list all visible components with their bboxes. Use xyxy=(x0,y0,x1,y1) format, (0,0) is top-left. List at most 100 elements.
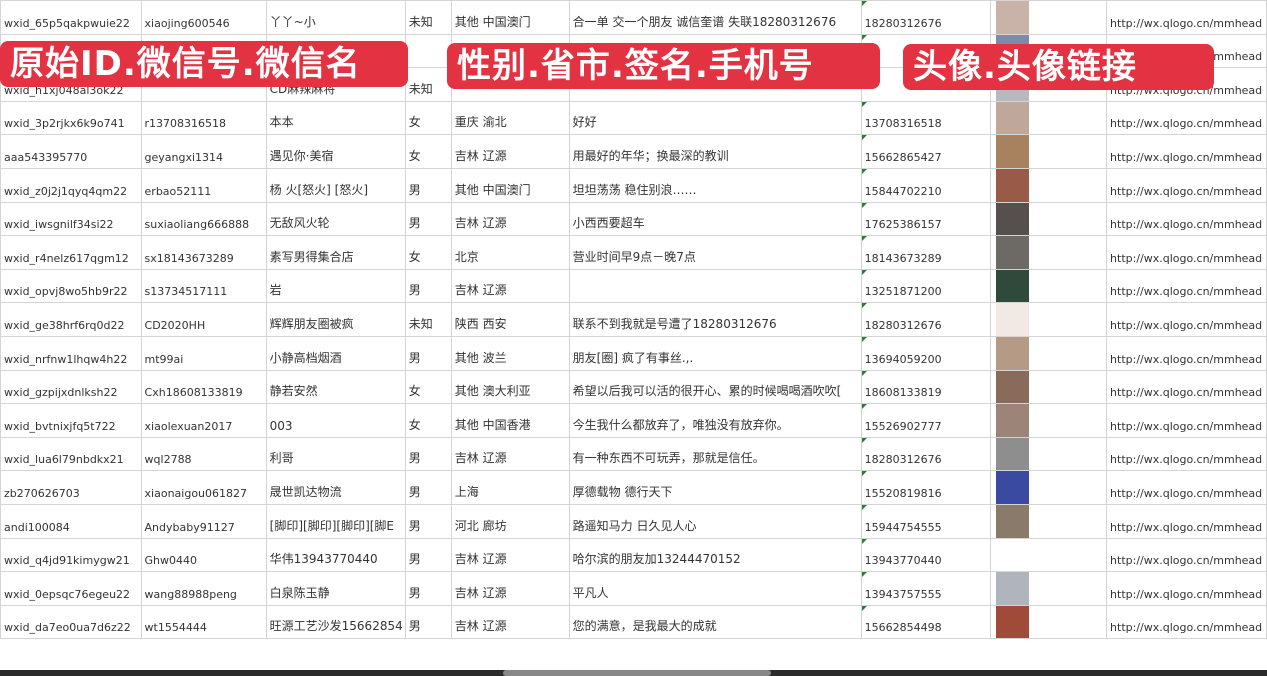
original-id-cell[interactable]: wxid_bvtnixjfq5t722 xyxy=(0,403,142,438)
signature-cell[interactable]: 合一单 交一个朋友 诚信奎谱 失联18280312676 xyxy=(568,0,862,35)
wechat-id-cell[interactable]: Ghw0440 xyxy=(140,537,267,573)
signature-cell[interactable]: 好好 xyxy=(568,100,862,136)
signature-cell[interactable]: 朋友[圈] 疯了有事丝.,. xyxy=(568,335,862,371)
original-id-cell[interactable]: wxid_65p5qakpwuie22 xyxy=(0,0,142,35)
original-id-cell[interactable]: wxid_lua6l79nbdkx21 xyxy=(0,436,142,472)
avatar-cell[interactable] xyxy=(989,470,1108,505)
wechat-id-cell[interactable]: wang88988peng xyxy=(140,571,267,606)
wechat-name-cell[interactable]: 丫丫~小 xyxy=(265,0,406,35)
wechat-id-cell[interactable]: Cxh18608133819 xyxy=(140,369,267,405)
avatar-url-cell[interactable]: http://wx.qlogo.cn/mmhead xyxy=(1106,369,1267,405)
signature-cell[interactable]: 坦坦荡荡 稳住别浪…… xyxy=(568,167,862,203)
phone-cell[interactable]: 18280312676 xyxy=(860,436,991,472)
gender-cell[interactable]: 男 xyxy=(404,470,452,505)
original-id-cell[interactable]: wxid_opvj8wo5hb9r22 xyxy=(0,268,142,304)
wechat-id-cell[interactable]: wql2788 xyxy=(140,436,267,472)
wechat-name-cell[interactable]: 素写男得集合店 xyxy=(265,235,406,270)
phone-cell[interactable]: 18280312676 xyxy=(860,0,991,35)
original-id-cell[interactable]: wxid_r4nelz617qgm12 xyxy=(0,235,142,270)
wechat-id-cell[interactable]: xiaolexuan2017 xyxy=(140,403,267,438)
avatar-url-cell[interactable]: http://wx.qlogo.cn/mmhead xyxy=(1106,503,1267,539)
signature-cell[interactable]: 小西西要超车 xyxy=(568,201,862,237)
region-cell[interactable]: 陕西 西安 xyxy=(450,302,570,337)
phone-cell[interactable]: 15944754555 xyxy=(860,503,991,539)
wechat-name-cell[interactable]: 静若安然 xyxy=(265,369,406,405)
avatar-url-cell[interactable]: http://wx.qlogo.cn/mmhead xyxy=(1106,571,1267,606)
region-cell[interactable]: 吉林 辽源 xyxy=(450,604,570,640)
signature-cell[interactable]: 今生我什么都放弃了，唯独没有放弃你。 xyxy=(568,403,862,438)
wechat-name-cell[interactable]: 小静高档烟酒 xyxy=(265,335,406,371)
signature-cell[interactable]: 有一种东西不可玩弄，那就是信任。 xyxy=(568,436,862,472)
original-id-cell[interactable]: wxid_3p2rjkx6k9o741 xyxy=(0,100,142,136)
gender-cell[interactable]: 男 xyxy=(404,335,452,371)
region-cell[interactable]: 吉林 辽源 xyxy=(450,201,570,237)
gender-cell[interactable]: 女 xyxy=(404,134,452,169)
avatar-cell[interactable] xyxy=(989,403,1108,438)
original-id-cell[interactable]: wxid_0epsqc76egeu22 xyxy=(0,571,142,606)
phone-cell[interactable]: 17625386157 xyxy=(860,201,991,237)
avatar-cell[interactable] xyxy=(989,335,1108,371)
phone-cell[interactable]: 18608133819 xyxy=(860,369,991,405)
wechat-id-cell[interactable]: mt99ai xyxy=(140,335,267,371)
wechat-name-cell[interactable]: 无敌风火轮 xyxy=(265,201,406,237)
original-id-cell[interactable]: zb270626703 xyxy=(0,470,142,505)
region-cell[interactable]: 北京 xyxy=(450,235,570,270)
region-cell[interactable]: 重庆 渝北 xyxy=(450,100,570,136)
phone-cell[interactable]: 13943770440 xyxy=(860,537,991,573)
avatar-cell[interactable] xyxy=(989,503,1108,539)
avatar-url-cell[interactable]: http://wx.qlogo.cn/mmhead xyxy=(1106,100,1267,136)
wechat-name-cell[interactable]: 本本 xyxy=(265,100,406,136)
phone-cell[interactable]: 13943757555 xyxy=(860,571,991,606)
avatar-cell[interactable] xyxy=(989,537,1108,573)
phone-cell[interactable]: 15662854498 xyxy=(860,604,991,640)
gender-cell[interactable]: 男 xyxy=(404,167,452,203)
avatar-cell[interactable] xyxy=(989,268,1108,304)
signature-cell[interactable]: 联系不到我就是号遭了18280312676 xyxy=(568,302,862,337)
avatar-url-cell[interactable]: http://wx.qlogo.cn/mmhead xyxy=(1106,201,1267,237)
region-cell[interactable]: 吉林 辽源 xyxy=(450,268,570,304)
signature-cell[interactable]: 营业时间早9点－晚7点 xyxy=(568,235,862,270)
original-id-cell[interactable]: wxid_nrfnw1lhqw4h22 xyxy=(0,335,142,371)
avatar-url-cell[interactable]: http://wx.qlogo.cn/mmhead xyxy=(1106,436,1267,472)
wechat-name-cell[interactable]: 遇见你·美宿 xyxy=(265,134,406,169)
wechat-name-cell[interactable]: 杨 火[怒火] [怒火] xyxy=(265,167,406,203)
avatar-cell[interactable] xyxy=(989,436,1108,472)
wechat-id-cell[interactable]: geyangxi1314 xyxy=(140,134,267,169)
avatar-url-cell[interactable]: http://wx.qlogo.cn/mmhead xyxy=(1106,335,1267,371)
region-cell[interactable]: 吉林 辽源 xyxy=(450,571,570,606)
gender-cell[interactable]: 女 xyxy=(404,235,452,270)
signature-cell[interactable]: 平凡人 xyxy=(568,571,862,606)
avatar-url-cell[interactable]: http://wx.qlogo.cn/mmhead xyxy=(1106,470,1267,505)
original-id-cell[interactable]: wxid_iwsgnilf34si22 xyxy=(0,201,142,237)
region-cell[interactable]: 吉林 辽源 xyxy=(450,134,570,169)
phone-cell[interactable]: 15662865427 xyxy=(860,134,991,169)
signature-cell[interactable]: 您的满意，是我最大的成就 xyxy=(568,604,862,640)
gender-cell[interactable]: 男 xyxy=(404,436,452,472)
gender-cell[interactable]: 男 xyxy=(404,604,452,640)
wechat-name-cell[interactable]: 华伟13943770440 xyxy=(265,537,406,573)
wechat-id-cell[interactable]: suxiaoliang666888 xyxy=(140,201,267,237)
region-cell[interactable]: 吉林 辽源 xyxy=(450,537,570,573)
region-cell[interactable]: 河北 廊坊 xyxy=(450,503,570,539)
original-id-cell[interactable]: aaa543395770 xyxy=(0,134,142,169)
avatar-cell[interactable] xyxy=(989,571,1108,606)
wechat-name-cell[interactable]: 晟世凯达物流 xyxy=(265,470,406,505)
phone-cell[interactable]: 15526902777 xyxy=(860,403,991,438)
wechat-name-cell[interactable]: 岩 xyxy=(265,268,406,304)
signature-cell[interactable]: 用最好的年华；换最深的教训 xyxy=(568,134,862,169)
gender-cell[interactable]: 女 xyxy=(404,100,452,136)
avatar-url-cell[interactable]: http://wx.qlogo.cn/mmhead xyxy=(1106,302,1267,337)
wechat-name-cell[interactable]: [脚印][脚印][脚印][脚E xyxy=(265,503,406,539)
original-id-cell[interactable]: andi100084 xyxy=(0,503,142,539)
gender-cell[interactable]: 未知 xyxy=(404,67,452,102)
original-id-cell[interactable]: wxid_gzpijxdnlksh22 xyxy=(0,369,142,405)
horizontal-scrollbar[interactable] xyxy=(503,670,771,676)
phone-cell[interactable]: 13708316518 xyxy=(860,100,991,136)
wechat-name-cell[interactable]: 旺源工艺沙发15662854 xyxy=(265,604,406,640)
wechat-id-cell[interactable]: r13708316518 xyxy=(140,100,267,136)
original-id-cell[interactable]: wxid_da7eo0ua7d6z22 xyxy=(0,604,142,640)
avatar-url-cell[interactable]: http://wx.qlogo.cn/mmhead xyxy=(1106,235,1267,270)
avatar-url-cell[interactable]: http://wx.qlogo.cn/mmhead xyxy=(1106,403,1267,438)
gender-cell[interactable]: 男 xyxy=(404,201,452,237)
gender-cell[interactable]: 女 xyxy=(404,403,452,438)
